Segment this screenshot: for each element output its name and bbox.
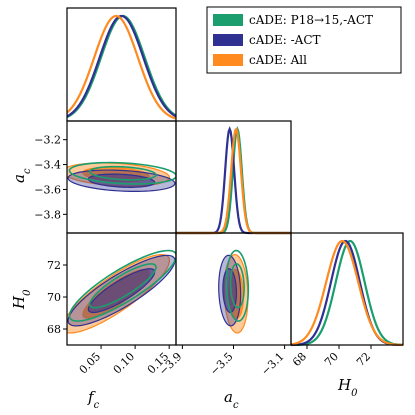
legend-label-blue: cADE: -ACT — [249, 33, 321, 47]
legend-label-orange: cADE: All — [249, 53, 307, 67]
panel-h0-marginal — [290, 232, 404, 347]
xtick-label-a_c: −3.1 — [259, 350, 287, 378]
ytick-label-H_0: 72 — [47, 259, 61, 272]
panel-ac-marginal — [175, 120, 292, 235]
contour-f_c-H_0-1-inner — [87, 268, 156, 314]
marginal-curve-a_c-2 — [176, 127, 291, 235]
xtick-label-f_c: 0.05 — [77, 350, 104, 377]
contour-f_c-H_0-0-inner — [88, 263, 157, 309]
ytick-label-a_c: −3.4 — [34, 159, 61, 172]
ylabel-ac: ac — [10, 168, 33, 183]
xtick-label-H_0: 72 — [354, 350, 373, 369]
legend-label-green: cADE: P18→15,-ACT — [249, 13, 373, 27]
panel-ac-h0-contours — [175, 232, 292, 346]
marginal-curve-f_c-2 — [66, 14, 177, 120]
panel-fc-h0-contours — [66, 232, 177, 346]
contour-a_c-H_0-0-inner — [229, 263, 245, 309]
panel-fc-marginal — [66, 7, 177, 122]
xtick-label-f_c: 0.10 — [111, 350, 138, 377]
xtick-label-H_0: 70 — [322, 350, 341, 369]
marginal-curve-H_0-2 — [290, 239, 404, 347]
marginal-curve-f_c-0 — [66, 14, 177, 119]
panel-fc-ac-contours — [66, 120, 177, 234]
contour-a_c-H_0-0-outer — [225, 249, 250, 322]
ytick-label-a_c: −3.6 — [34, 183, 61, 196]
marginal-curve-f_c-1 — [66, 14, 177, 118]
ylabel-h0: H0 — [10, 289, 33, 310]
marginal-curve-H_0-0 — [290, 239, 404, 347]
legend-swatch-orange — [213, 54, 243, 66]
xlabel-h0: H0 — [337, 376, 358, 399]
ytick-label-H_0: 68 — [47, 323, 61, 336]
xlabel-ac: ac — [224, 388, 239, 411]
xtick-label-a_c: −3.5 — [208, 350, 236, 378]
ytick-label-a_c: −3.2 — [34, 134, 61, 147]
ytick-label-H_0: 70 — [47, 291, 61, 304]
marginal-curve-H_0-1 — [290, 239, 404, 347]
contour-f_c-H_0-0-outer — [68, 249, 176, 322]
ytick-label-a_c: −3.8 — [34, 208, 61, 221]
legend-swatch-green — [213, 14, 243, 26]
frame-1d-H_0 — [290, 232, 404, 346]
contour-f_c-a_c-0-inner — [88, 165, 157, 181]
frame-1d-f_c — [66, 7, 177, 122]
contour-f_c-a_c-0-outer — [68, 161, 176, 185]
legend-swatch-blue — [213, 34, 243, 46]
xlabel-fc: fc — [87, 388, 100, 411]
xtick-label-H_0: 68 — [290, 350, 309, 369]
legend: cADE: P18→15,-ACT cADE: -ACT cADE: All — [206, 6, 402, 74]
